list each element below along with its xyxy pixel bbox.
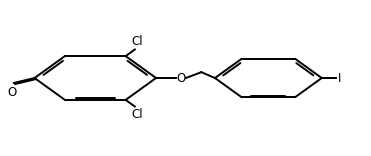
Text: I: I: [338, 71, 342, 85]
Text: O: O: [177, 71, 186, 85]
Text: Cl: Cl: [131, 35, 142, 48]
Text: Cl: Cl: [131, 108, 142, 121]
Text: O: O: [7, 86, 17, 99]
